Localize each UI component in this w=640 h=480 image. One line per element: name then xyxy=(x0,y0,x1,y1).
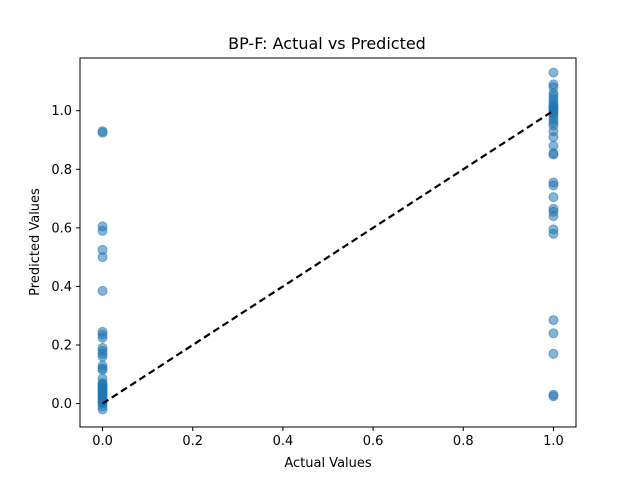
y-axis-ticks: 0.0 0.2 0.4 0.6 0.8 1.0 xyxy=(51,104,80,412)
scatter-point xyxy=(548,149,559,160)
y-axis-label: Predicted Values xyxy=(28,188,43,296)
y-tick-label: 0.4 xyxy=(51,280,72,295)
scatter-point xyxy=(548,391,559,402)
reference-line xyxy=(101,109,555,405)
scatter-point xyxy=(548,67,559,78)
plot-frame xyxy=(79,57,577,428)
x-tick-label: 0.4 xyxy=(273,434,294,449)
x-tick-label: 0.8 xyxy=(453,434,474,449)
scatter-point xyxy=(97,285,108,296)
x-tick-label: 1.0 xyxy=(543,434,564,449)
reference-line-layer xyxy=(101,109,555,405)
y-tick-label: 0.0 xyxy=(51,397,72,412)
x-axis-ticks: 0.0 0.2 0.4 0.6 0.8 1.0 xyxy=(92,427,564,449)
scatter-point xyxy=(548,328,559,339)
chart-title: BP-F: Actual vs Predicted xyxy=(228,34,426,53)
scatter-point xyxy=(548,180,559,191)
scatter-point xyxy=(548,348,559,359)
scatter-point xyxy=(548,315,559,326)
scatter-point xyxy=(548,228,559,239)
scatter-point xyxy=(97,225,108,236)
scatter-point xyxy=(97,252,108,263)
scatter-point xyxy=(97,404,108,415)
y-tick-label: 0.2 xyxy=(51,339,72,354)
scatter-point xyxy=(97,351,108,362)
x-axis-label: Actual Values xyxy=(284,456,372,471)
scatter-point xyxy=(97,127,108,138)
x-tick-label: 0.0 xyxy=(92,434,113,449)
points-layer xyxy=(97,67,559,415)
x-tick-label: 0.2 xyxy=(182,434,203,449)
x-tick-label: 0.6 xyxy=(363,434,384,449)
scatter-point xyxy=(97,364,108,375)
scatter-point xyxy=(97,332,108,343)
scatter-point xyxy=(548,132,559,143)
y-tick-label: 1.0 xyxy=(51,104,72,119)
y-tick-label: 0.8 xyxy=(51,163,72,178)
y-tick-label: 0.6 xyxy=(51,221,72,236)
scatter-point xyxy=(548,192,559,203)
scatter-point xyxy=(548,211,559,222)
